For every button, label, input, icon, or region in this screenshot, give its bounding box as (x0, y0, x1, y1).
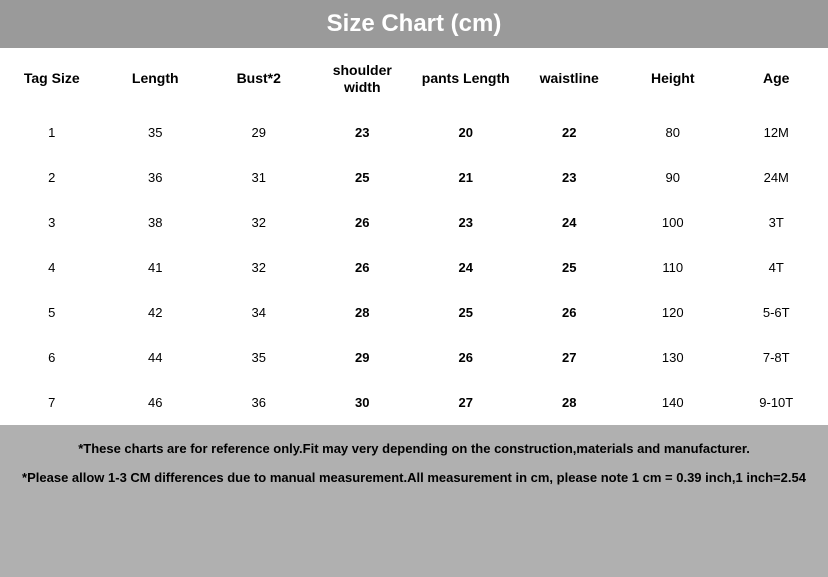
table-cell: 28 (311, 290, 415, 335)
table-row: 441322624251104T (0, 245, 828, 290)
table-row: 236312521239024M (0, 155, 828, 200)
table-cell: 34 (207, 290, 311, 335)
size-table-container: Tag SizeLengthBust*2shoulder widthpants … (0, 48, 828, 425)
table-cell: 2 (0, 155, 104, 200)
table-cell: 80 (621, 110, 725, 155)
column-header: Age (725, 48, 828, 110)
column-header: Tag Size (0, 48, 104, 110)
table-cell: 5-6T (725, 290, 828, 335)
disclaimer-line-1: *These charts are for reference only.Fit… (20, 439, 808, 459)
table-cell: 46 (104, 380, 208, 425)
table-cell: 30 (311, 380, 415, 425)
table-cell: 26 (311, 200, 415, 245)
table-cell: 24M (725, 155, 828, 200)
table-cell: 90 (621, 155, 725, 200)
table-cell: 24 (414, 245, 518, 290)
table-cell: 22 (518, 110, 622, 155)
table-cell: 27 (414, 380, 518, 425)
table-cell: 24 (518, 200, 622, 245)
table-cell: 21 (414, 155, 518, 200)
column-header: Bust*2 (207, 48, 311, 110)
table-row: 644352926271307-8T (0, 335, 828, 380)
table-cell: 4 (0, 245, 104, 290)
table-cell: 35 (207, 335, 311, 380)
table-cell: 26 (414, 335, 518, 380)
table-cell: 38 (104, 200, 208, 245)
table-cell: 23 (518, 155, 622, 200)
table-cell: 9-10T (725, 380, 828, 425)
table-cell: 7 (0, 380, 104, 425)
table-cell: 7-8T (725, 335, 828, 380)
table-row: 338322623241003T (0, 200, 828, 245)
table-cell: 42 (104, 290, 208, 335)
disclaimer-section: *These charts are for reference only.Fit… (0, 425, 828, 502)
table-cell: 12M (725, 110, 828, 155)
table-cell: 5 (0, 290, 104, 335)
table-cell: 4T (725, 245, 828, 290)
table-header-row: Tag SizeLengthBust*2shoulder widthpants … (0, 48, 828, 110)
table-cell: 44 (104, 335, 208, 380)
table-cell: 1 (0, 110, 104, 155)
table-row: 135292320228012M (0, 110, 828, 155)
table-cell: 3T (725, 200, 828, 245)
table-cell: 26 (311, 245, 415, 290)
table-cell: 32 (207, 200, 311, 245)
table-cell: 29 (311, 335, 415, 380)
table-cell: 140 (621, 380, 725, 425)
column-header: Height (621, 48, 725, 110)
table-row: 746363027281409-10T (0, 380, 828, 425)
table-cell: 23 (311, 110, 415, 155)
table-cell: 25 (414, 290, 518, 335)
table-cell: 26 (518, 290, 622, 335)
table-cell: 20 (414, 110, 518, 155)
table-cell: 32 (207, 245, 311, 290)
disclaimer-line-2: *Please allow 1-3 CM differences due to … (20, 468, 808, 488)
table-cell: 110 (621, 245, 725, 290)
table-cell: 36 (207, 380, 311, 425)
table-cell: 25 (518, 245, 622, 290)
table-cell: 35 (104, 110, 208, 155)
chart-title: Size Chart (cm) (0, 0, 828, 48)
column-header: shoulder width (311, 48, 415, 110)
table-cell: 27 (518, 335, 622, 380)
table-cell: 23 (414, 200, 518, 245)
table-cell: 6 (0, 335, 104, 380)
size-chart-table: Tag SizeLengthBust*2shoulder widthpants … (0, 48, 828, 425)
column-header: pants Length (414, 48, 518, 110)
table-cell: 28 (518, 380, 622, 425)
table-row: 542342825261205-6T (0, 290, 828, 335)
table-cell: 31 (207, 155, 311, 200)
table-cell: 41 (104, 245, 208, 290)
table-cell: 120 (621, 290, 725, 335)
table-cell: 130 (621, 335, 725, 380)
table-cell: 25 (311, 155, 415, 200)
table-cell: 100 (621, 200, 725, 245)
table-cell: 29 (207, 110, 311, 155)
column-header: Length (104, 48, 208, 110)
column-header: waistline (518, 48, 622, 110)
table-cell: 3 (0, 200, 104, 245)
table-cell: 36 (104, 155, 208, 200)
